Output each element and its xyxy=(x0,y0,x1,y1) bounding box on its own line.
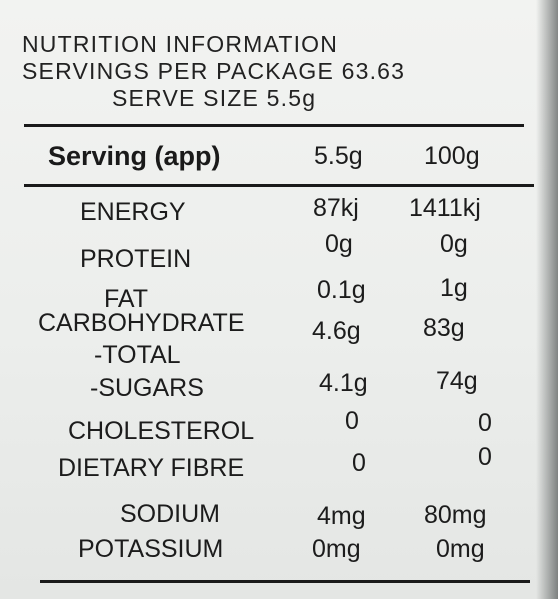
column-header-label: Serving (app) xyxy=(48,141,221,171)
nutrient-name: -TOTAL xyxy=(94,341,181,369)
nutrient-100g-value: 0mg xyxy=(436,535,485,563)
nutrient-name: -SUGARS xyxy=(90,374,204,402)
nutrient-100g-value: 1g xyxy=(440,274,468,302)
nutrient-serve-value: 0 xyxy=(345,407,359,435)
nutrient-name: SODIUM xyxy=(120,500,220,528)
nutrient-name: DIETARY FIBRE xyxy=(58,454,245,482)
nutrient-serve-value: 0.1g xyxy=(317,276,366,304)
nutrient-100g-value: 74g xyxy=(436,367,478,395)
bottom-divider xyxy=(40,580,530,583)
nutrient-serve-value: 4.6g xyxy=(312,317,361,345)
column-header-100g: 100g xyxy=(424,142,480,170)
column-header-serve: 5.5g xyxy=(314,142,363,170)
nutrient-100g-value: 80mg xyxy=(424,501,487,529)
nutrient-100g-value: 1411kj xyxy=(409,194,481,222)
label-title: NUTRITION INFORMATION xyxy=(22,31,339,57)
edge-shadow xyxy=(536,0,558,599)
nutrient-name: FAT xyxy=(104,285,148,313)
nutrient-serve-value: 0 xyxy=(352,449,366,477)
header-divider xyxy=(24,184,534,187)
nutrient-serve-value: 4.1g xyxy=(319,369,368,397)
servings-per-package: SERVINGS PER PACKAGE 63.63 xyxy=(22,58,406,84)
nutrient-name: POTASSIUM xyxy=(78,535,224,563)
nutrient-name: CARBOHYDRATE xyxy=(38,309,245,337)
nutrient-serve-value: 87kj xyxy=(313,194,359,222)
nutrient-name: ENERGY xyxy=(80,198,186,226)
nutrient-serve-value: 0mg xyxy=(312,535,361,563)
serve-size: SERVE SIZE 5.5g xyxy=(112,85,317,111)
nutrient-serve-value: 4mg xyxy=(317,502,366,530)
nutrient-name: PROTEIN xyxy=(80,245,192,273)
nutrient-100g-value: 83g xyxy=(423,314,465,342)
nutrient-serve-value: 0g xyxy=(325,230,353,258)
nutrient-100g-value: 0 xyxy=(478,443,492,471)
nutrient-name: CHOLESTEROL xyxy=(68,417,255,445)
top-divider xyxy=(24,124,524,127)
nutrient-100g-value: 0g xyxy=(440,230,468,258)
nutrient-100g-value: 0 xyxy=(478,409,492,437)
